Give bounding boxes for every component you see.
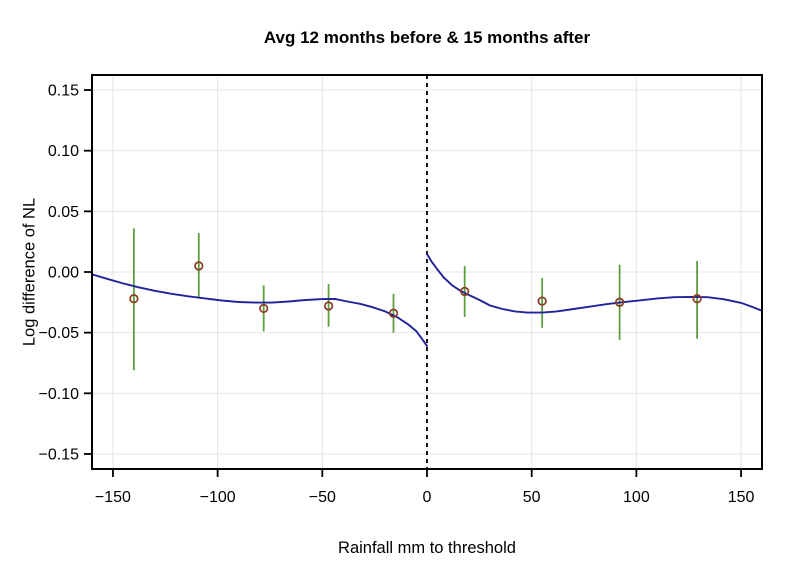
y-tick-label: −0.15: [39, 446, 80, 463]
y-tick-label: 0.15: [48, 83, 79, 100]
data-point: [194, 261, 204, 271]
chart-title: Avg 12 months before & 15 months after: [263, 28, 591, 47]
data-point: [692, 294, 702, 304]
y-tick-label: 0.05: [48, 204, 79, 221]
data-point: [259, 303, 269, 314]
x-tick-label: 0: [423, 489, 432, 506]
y-tick-label: −0.05: [39, 325, 80, 342]
data-point: [537, 296, 547, 306]
fit-curve: [91, 273, 428, 347]
data-point: [614, 297, 625, 307]
y-tick-label: 0.10: [48, 143, 79, 160]
x-tick-label: 50: [523, 489, 541, 506]
x-tick-label: −150: [95, 489, 131, 506]
x-tick-label: −50: [309, 489, 336, 506]
data-point: [129, 294, 139, 304]
x-tick-label: 100: [623, 489, 650, 506]
data-point: [460, 286, 470, 297]
x-tick-label: −100: [200, 489, 236, 506]
data-point: [388, 308, 399, 318]
y-tick-label: 0.00: [48, 265, 79, 282]
x-axis-label: Rainfall mm to threshold: [338, 539, 516, 557]
fit-curve: [426, 252, 763, 314]
y-tick-label: −0.10: [39, 386, 80, 403]
data-point: [323, 301, 334, 311]
x-tick-label: 150: [728, 489, 755, 506]
